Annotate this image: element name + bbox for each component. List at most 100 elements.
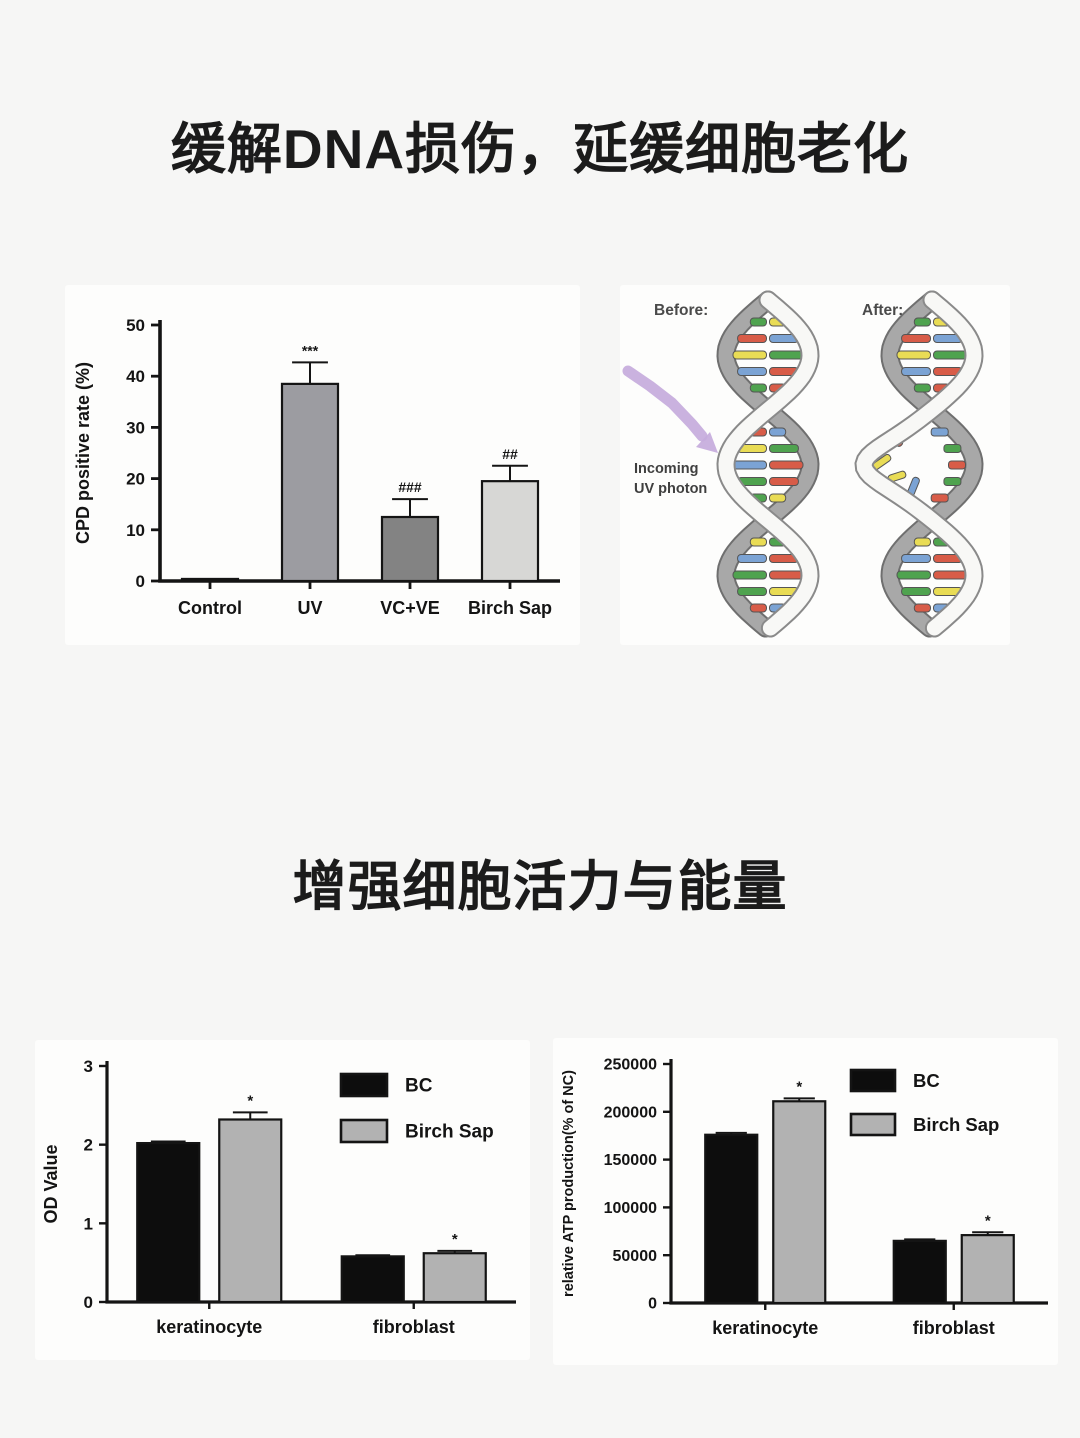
section-title-dna-damage: 缓解DNA损伤，延缓细胞老化 [170,118,910,180]
significance-annotation: ### [398,479,422,495]
legend-label: BC [405,1076,433,1097]
atp-production-bar-chart: 0 50000 100000 150000 200000 250000 relative A… [561,1057,1048,1338]
legend-label: Birch Sap [913,1114,999,1135]
dna-base-pair-left [896,570,931,580]
y-tick-label: 40 [126,367,145,386]
y-axis-label: OD Value [41,1144,61,1223]
x-category-label: keratinocyte [712,1318,818,1338]
bar-fibroblast-birch-sap [960,1234,1015,1305]
legend-swatch-bc [849,1068,897,1093]
bar-fibroblast-bc [892,1239,947,1305]
dna-broken-base-stub [930,493,949,503]
dna-base-pair-left [901,334,932,343]
dna-base-pair-left [749,603,767,613]
y-tick-label: 10 [126,521,145,540]
significance-annotation: *** [302,342,319,358]
y-tick-label: 200000 [604,1104,657,1121]
bar-vc+ve [380,515,440,583]
dna-base-pair-left [737,587,768,596]
dna-base-pair-right [769,570,804,580]
legend-label: BC [913,1070,940,1091]
bar-uv [280,382,340,583]
cpd-bar-chart: 0 10 20 30 40 50 CPD positive rate (%) Control U… [73,316,560,618]
y-tick-label: 0 [136,572,145,591]
y-tick-label: 150000 [604,1152,657,1169]
bar-keratinocyte-birch-sap [772,1100,827,1305]
before-label: Before: [654,302,708,319]
y-tick-label: 20 [126,470,145,489]
uv-photon-arrow [622,365,708,442]
bar-fibroblast-birch-sap [422,1252,487,1304]
dna-base-pair-left [737,334,768,343]
dna-base-pair-right [769,460,804,470]
y-tick-label: 50 [126,316,145,335]
bar-keratinocyte-bc [136,1141,201,1304]
significance-annotation: * [796,1078,802,1095]
dna-base-pair-left [732,570,767,580]
dna-strand-gray [718,292,818,636]
cpd-bar-chart-panel: 0 10 20 30 40 50 CPD positive rate (%) Control U… [65,285,580,645]
dna-base-pair-left [732,350,767,360]
y-axis-label: CPD positive rate (%) [73,362,93,544]
od-value-bar-chart: 0 1 2 3 OD Value keratinocyte * fibroblast * BC Bi… [41,1057,516,1337]
legend-swatch-birch-sap [849,1112,897,1137]
y-tick-label: 3 [84,1057,93,1076]
y-tick-label: 0 [84,1293,93,1312]
dna-base-pair-left [737,554,768,563]
y-tick-label: 50000 [613,1248,658,1265]
dna-base-pair-right [933,350,968,360]
y-tick-label: 0 [648,1296,657,1313]
bar-birch-sap [480,480,540,583]
dna-base-pair-left [737,367,768,376]
dna-base-pair-left [913,383,931,393]
dna-broken-base-stub [948,460,966,470]
dna-base-pair-left [913,317,931,327]
bar-control [180,577,240,583]
legend-swatch-bc [339,1072,389,1098]
x-category-label: Birch Sap [468,598,552,618]
dna-base-pair-left [749,537,767,547]
significance-annotation: * [452,1231,458,1248]
significance-annotation: * [247,1092,253,1109]
x-category-label: keratinocyte [156,1317,262,1337]
y-axis-label: relative ATP production(% of NC) [561,1070,577,1297]
dna-base-pair-right [769,427,787,437]
dna-before-after-illustration: Before: After: Incoming UV photon [622,290,984,638]
after-label: After: [862,302,903,319]
dna-base-pair-left [896,350,931,360]
incoming-uv-photon-label: UV photon [634,481,707,497]
y-tick-label: 1 [84,1214,93,1233]
dna-broken-base-stub [930,427,949,437]
legend-swatch-birch-sap [339,1118,389,1144]
uv-photon-arrow-head [696,432,718,453]
dna-base-pair-left [749,317,767,327]
legend-label: Birch Sap [405,1122,494,1143]
dna-base-pair-right [769,350,804,360]
x-category-label: fibroblast [913,1318,995,1338]
dna-base-pair-left [732,460,767,470]
significance-annotation: ## [502,446,518,462]
dna-broken-base-stub [943,477,962,486]
dna-before-after-figure-panel: Before: After: Incoming UV photon [620,285,1010,645]
y-tick-label: 100000 [604,1200,657,1217]
x-category-label: fibroblast [373,1317,455,1337]
y-tick-label: 30 [126,418,145,437]
incoming-uv-photon-label: Incoming [634,461,698,477]
dna-base-pair-right [769,444,799,453]
dna-base-pair-left [913,603,931,613]
dna-base-pair-left [913,537,931,547]
dna-strand-white [856,292,982,636]
dna-base-pair-left [749,383,767,393]
dna-broken-base-stub [943,444,962,453]
x-category-label: Control [178,598,242,618]
atp-production-chart-panel: 0 50000 100000 150000 200000 250000 relative A… [553,1038,1058,1365]
dna-base-pair-left [901,367,932,376]
dna-base-pair-right [769,477,799,486]
significance-annotation: * [985,1212,991,1229]
od-value-chart-panel: 0 1 2 3 OD Value keratinocyte * fibroblast * BC Bi… [35,1040,530,1360]
section-title-cell-energy: 增强细胞活力与能量 [292,857,788,917]
y-tick-label: 2 [84,1136,93,1155]
x-category-label: VC+VE [380,598,440,618]
dna-base-pair-right [769,493,787,503]
